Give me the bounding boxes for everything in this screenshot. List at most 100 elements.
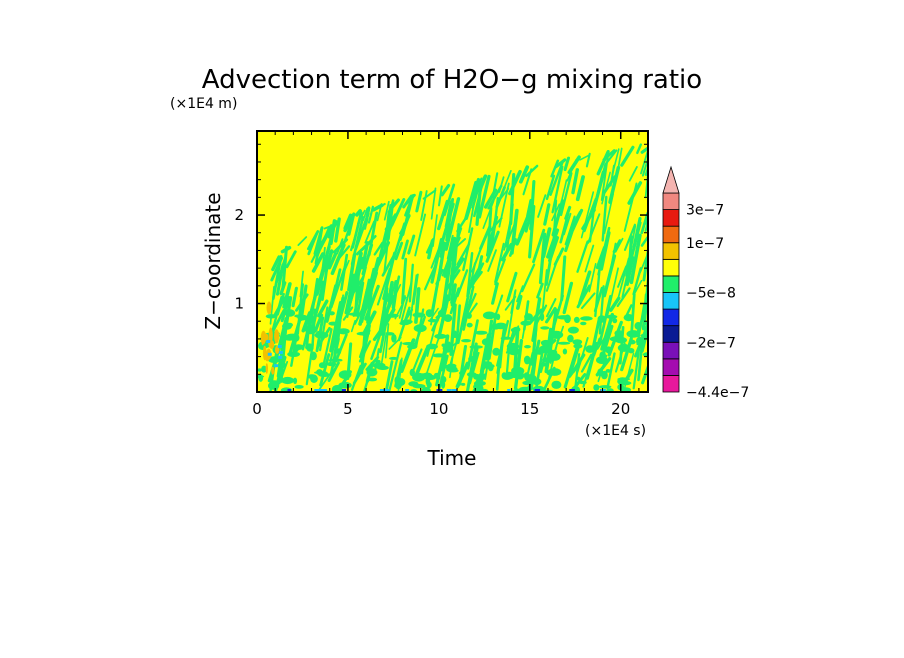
field-patch — [573, 343, 583, 349]
field-streak — [616, 287, 631, 308]
field-patch — [425, 309, 434, 318]
field-streak — [437, 354, 449, 392]
field-streak — [551, 165, 564, 214]
field-positive-patch — [266, 301, 272, 315]
field-patch — [522, 380, 533, 386]
field-streak — [632, 216, 642, 250]
field-streak — [357, 209, 366, 225]
field-streak — [402, 194, 413, 209]
field-streak — [327, 361, 340, 383]
field-streak — [531, 312, 539, 365]
field-patch — [412, 312, 426, 318]
field-streak — [335, 245, 351, 263]
field-streak — [384, 360, 394, 392]
field-patch — [516, 371, 525, 380]
y-tick-label: 2 — [234, 206, 244, 224]
field-streak — [425, 237, 435, 254]
field-streak — [623, 223, 636, 251]
field-patch — [461, 339, 472, 343]
field-patch — [425, 376, 431, 386]
field-streak — [361, 243, 374, 276]
field-patch — [328, 311, 335, 316]
field-negative-patch — [379, 389, 384, 392]
y-axis-label: Z−coordinate — [201, 192, 225, 329]
field-streak — [566, 159, 577, 182]
field-negative-patch — [341, 389, 346, 392]
field-streak — [414, 346, 430, 378]
field-streak — [471, 243, 484, 273]
field-patch — [482, 311, 496, 320]
field-streak — [430, 237, 444, 284]
field-streak — [563, 212, 572, 236]
field-patch — [634, 322, 642, 330]
field-patch — [597, 368, 604, 377]
field-streak — [280, 245, 292, 254]
field-streak — [596, 150, 610, 176]
field-streak — [438, 185, 443, 207]
field-streak — [282, 282, 292, 309]
field-streak — [543, 203, 551, 226]
field-patch — [593, 384, 600, 391]
field-streak — [319, 306, 329, 352]
field-streak — [491, 282, 499, 305]
field-streak — [518, 165, 530, 184]
field-patch — [519, 386, 532, 392]
field-streak — [579, 154, 590, 161]
field-streak — [602, 254, 617, 298]
field-streak — [620, 145, 635, 167]
field-streak — [508, 170, 522, 196]
field-streak — [334, 217, 341, 243]
colorbar-segment — [662, 225, 680, 244]
field-patch — [523, 372, 530, 380]
colorbar-segment — [662, 325, 680, 343]
field-patch — [481, 338, 492, 346]
field-streak — [524, 214, 532, 233]
field-patch — [356, 331, 370, 336]
field-patch — [326, 362, 337, 367]
field-patch — [492, 347, 501, 356]
field-streak — [596, 331, 609, 350]
field-negative-patch — [451, 389, 458, 392]
x-axis-label: Time — [427, 446, 477, 470]
field-patch — [580, 321, 587, 326]
field-streak — [564, 215, 576, 246]
colorbar: 3e−7 1e−7 −5e−8 −2e−7 −4.4e−7 — [662, 165, 749, 401]
field-streak — [449, 303, 457, 356]
field-streak — [329, 337, 340, 375]
field-patch — [529, 361, 535, 366]
field-streak — [495, 294, 504, 315]
field-streak — [296, 283, 305, 336]
field-patch — [309, 351, 317, 361]
field-streak — [388, 341, 403, 392]
field-negative-patch — [274, 364, 279, 368]
field-streak — [564, 205, 572, 220]
field-patch — [614, 330, 624, 337]
field-patch — [407, 344, 418, 350]
field-streak — [354, 264, 361, 317]
field-streak — [644, 218, 648, 232]
field-streak — [346, 294, 354, 318]
field-streak — [617, 265, 628, 288]
field-patch — [532, 378, 542, 386]
field-streak — [269, 309, 286, 336]
field-streak — [516, 285, 524, 303]
x-tick-label: 10 — [429, 400, 448, 418]
field-streak — [318, 370, 333, 390]
field-streak — [445, 269, 461, 291]
field-streak — [325, 221, 337, 258]
colorbar-segment — [662, 275, 680, 293]
field-streak — [311, 252, 325, 273]
field-streak — [506, 271, 518, 303]
field-streak — [532, 228, 546, 264]
field-streak — [575, 175, 585, 202]
field-patch — [520, 320, 532, 326]
field-streak — [507, 289, 517, 340]
field-patch — [448, 368, 459, 373]
field-streak — [408, 263, 414, 303]
field-negative-patch — [569, 389, 575, 392]
field-streak — [576, 284, 591, 309]
field-streak — [297, 236, 308, 246]
field-streak — [580, 292, 596, 310]
field-patch — [283, 335, 296, 341]
colorbar-label: −5e−8 — [686, 286, 736, 302]
